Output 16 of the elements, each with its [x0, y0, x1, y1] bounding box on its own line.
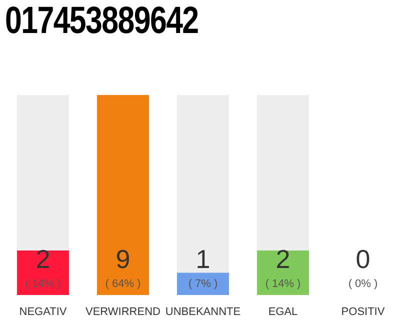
- data-label: 2: [276, 244, 290, 274]
- annotation: ( 0% ): [348, 278, 378, 290]
- annotation: ( 64% ): [105, 278, 141, 290]
- data-label: 9: [116, 244, 130, 274]
- x-tick-label: VERWIRREND: [86, 306, 161, 318]
- x-tick-label: POSITIV: [341, 306, 386, 318]
- x-tick-label: EGAL: [268, 306, 298, 318]
- chart-title: 017453889642: [5, 0, 198, 43]
- annotation: ( 14% ): [265, 278, 301, 290]
- data-label: 2: [36, 244, 50, 274]
- data-label: 1: [196, 244, 210, 274]
- data-label: 0: [356, 244, 370, 274]
- x-tick-label: UNBEKANNTE: [165, 306, 241, 318]
- annotation: ( 14% ): [25, 278, 61, 290]
- x-tick-label: NEGATIV: [19, 306, 68, 318]
- annotation: ( 7% ): [188, 278, 218, 290]
